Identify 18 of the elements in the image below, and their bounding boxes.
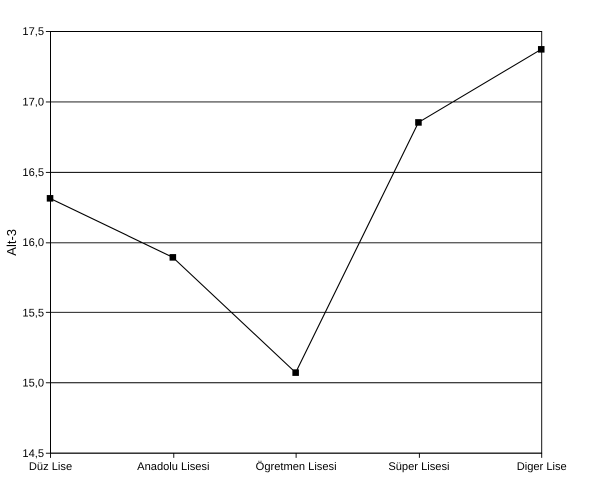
point [292,369,299,376]
point [415,119,422,126]
y-tick-label: 16,0 [22,237,44,250]
y-tick-label: 17,0 [22,96,44,109]
y-tick-label: 17,5 [22,26,44,38]
y-tick-label: 15,0 [22,378,44,390]
x-tick-label: Diger Lise [516,460,567,473]
y-tick-label: 16,5 [22,166,44,179]
x-tick-label: Ögretmen Lisesi [256,460,337,473]
x-tick-label: Düz Lise [28,460,72,473]
point [46,195,54,202]
y-axis-title: Alt-3 [4,229,19,256]
point [538,46,545,53]
x-tick-label: Anadolu Lisesi [137,460,210,473]
x-tick-label: Süper Lisesi [388,460,450,473]
y-tick-label: 14,5 [22,448,44,460]
point [170,254,176,261]
y-tick-label: 15,5 [22,307,44,320]
